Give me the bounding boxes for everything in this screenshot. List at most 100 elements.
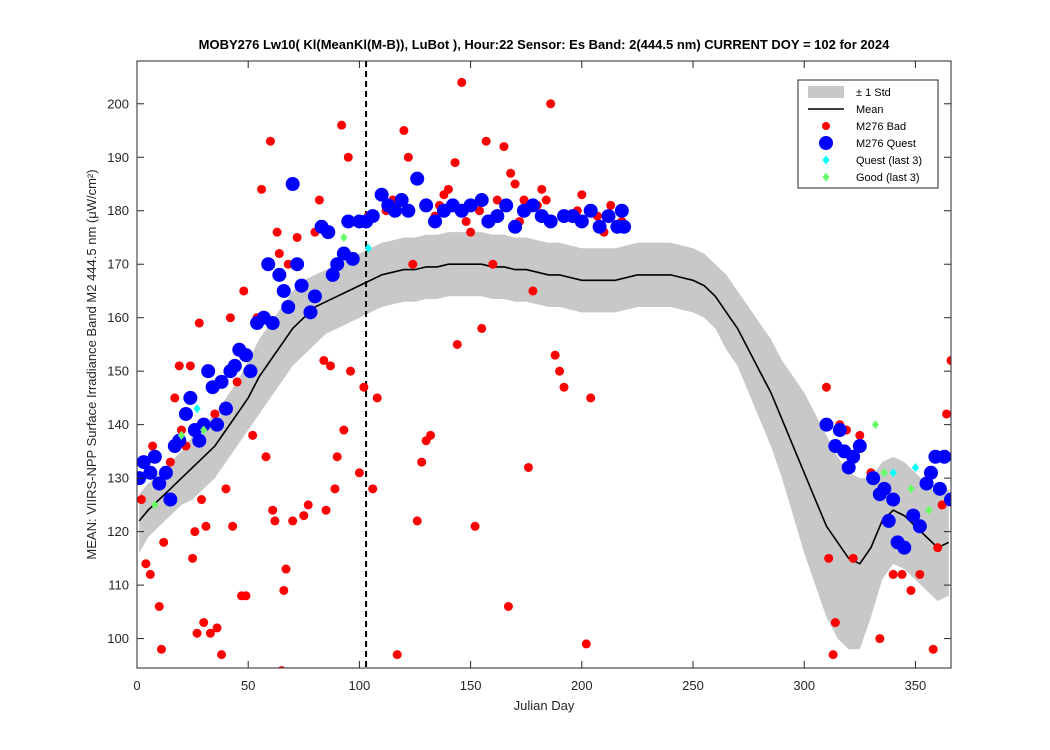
quest-point [265, 316, 280, 331]
bad-point [519, 195, 529, 205]
bad-point [337, 120, 347, 130]
legend-quest-last3-marker [822, 155, 830, 165]
bad-point [577, 190, 587, 200]
quest-point [490, 209, 505, 224]
quest-point [410, 171, 425, 186]
y-tick-label: 100 [107, 631, 129, 646]
bad-point [897, 569, 907, 579]
quest-point [574, 214, 589, 229]
std-band-area [139, 232, 949, 650]
bad-point [581, 639, 591, 649]
quest-point [919, 476, 934, 491]
bad-point [212, 623, 222, 633]
y-tick-label: 170 [107, 257, 129, 272]
bad-point [488, 259, 498, 269]
bad-point [343, 152, 353, 162]
bad-point [176, 425, 186, 435]
bad-point [346, 366, 356, 376]
bad-point [559, 382, 569, 392]
bad-point [821, 382, 831, 392]
quest-point [307, 289, 322, 304]
quest-point [614, 203, 629, 218]
legend-label: Quest (last 3) [856, 155, 922, 167]
bad-point [199, 618, 209, 628]
quest-point [178, 406, 193, 421]
x-axis-label: Julian Day [514, 698, 575, 713]
quest-point [499, 198, 514, 213]
quest-point [583, 203, 598, 218]
bad-point [279, 585, 289, 595]
quest-point [944, 492, 951, 507]
bad-point [537, 184, 547, 194]
bad-point [528, 286, 538, 296]
bad-point [265, 136, 275, 146]
legend-entry: ± 1 Std [808, 86, 891, 99]
x-tick-label: 250 [682, 678, 704, 693]
good-last3-point [871, 420, 879, 430]
bad-point [210, 409, 220, 419]
bad-point [192, 628, 202, 638]
quest-point [906, 508, 921, 523]
legend-bad-marker [822, 122, 830, 130]
bad-point [417, 457, 427, 467]
good-last3-point [200, 425, 208, 435]
bad-point [321, 505, 331, 515]
y-tick-label: 180 [107, 203, 129, 218]
bad-point [303, 500, 313, 510]
y-tick-label: 200 [107, 96, 129, 111]
bad-point [399, 126, 409, 136]
bad-point [492, 195, 502, 205]
bad-point [466, 227, 476, 237]
bad-point [217, 650, 227, 660]
bad-point [137, 495, 146, 505]
quest-point [401, 203, 416, 218]
quest-point [272, 267, 287, 282]
bad-point [281, 564, 291, 574]
legend-entry: M276 Bad [822, 121, 906, 133]
bad-point [828, 650, 838, 660]
quest-point [294, 278, 309, 293]
bad-point [288, 516, 298, 526]
quest-point [601, 209, 616, 224]
quest-point [897, 540, 912, 555]
bad-point [477, 323, 487, 333]
bad-point [372, 393, 382, 403]
quest-point [303, 305, 318, 320]
legend-good-last3-marker [822, 172, 830, 182]
bad-point [888, 569, 898, 579]
bad-point [933, 543, 943, 553]
bad-point [274, 249, 284, 259]
y-tick-label: 190 [107, 150, 129, 165]
bad-point [225, 313, 235, 323]
bad-point [942, 409, 951, 419]
quest-point [238, 348, 253, 363]
good-last3-point [907, 484, 915, 494]
bad-point [461, 216, 471, 226]
quest-point [932, 481, 947, 496]
bad-point [368, 484, 378, 494]
quest-point [832, 423, 847, 438]
legend-label: M276 Quest [856, 138, 916, 150]
quest-point [419, 198, 434, 213]
mean-line [138, 263, 950, 565]
bad-point [332, 452, 342, 462]
bad-point [330, 484, 340, 494]
bad-point [830, 618, 840, 628]
quest-point [147, 449, 162, 464]
quest-point [201, 364, 216, 379]
y-axis-ticks: 100 110 120 130 140 150 160 170 180 190 200 [107, 96, 951, 646]
bad-point [170, 393, 180, 403]
x-tick-label: 350 [905, 678, 927, 693]
bad-point [475, 206, 485, 216]
bad-point [915, 569, 925, 579]
quest-last3-point [193, 404, 201, 414]
bad-point [510, 179, 520, 189]
quest-point [158, 465, 173, 480]
legend-label: Mean [856, 104, 884, 116]
bad-point [555, 366, 565, 376]
quest-point [341, 214, 356, 229]
plot-frame [136, 60, 952, 669]
bad-point [185, 361, 195, 371]
quest-point [463, 198, 478, 213]
